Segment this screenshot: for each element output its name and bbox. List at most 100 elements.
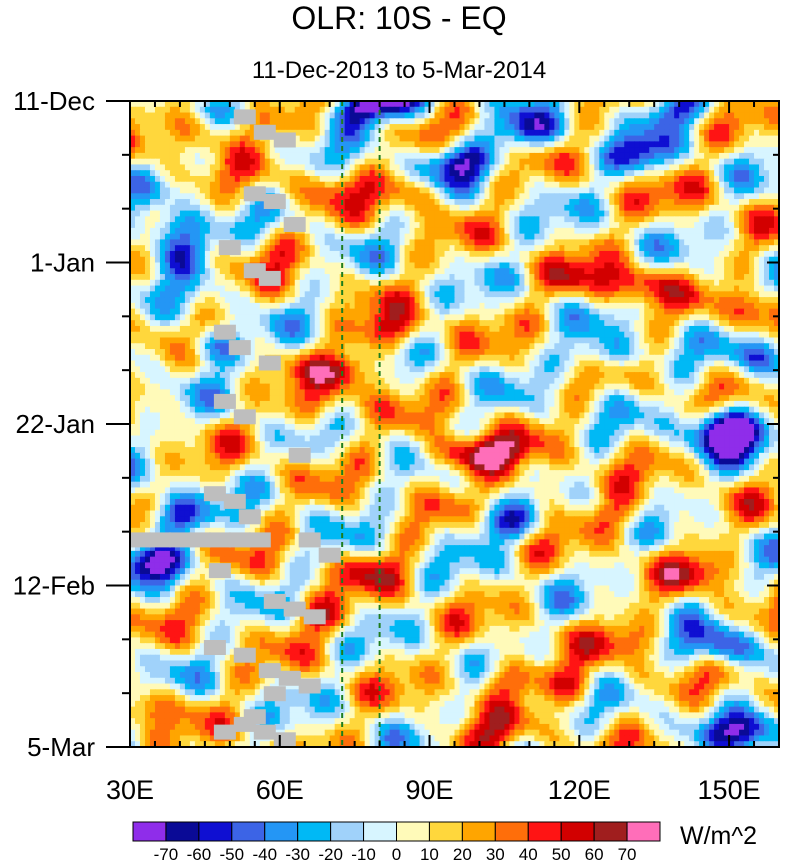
contour-cell <box>130 256 136 264</box>
contour-cell <box>139 285 146 292</box>
contour-cell <box>304 279 311 287</box>
contour-cell <box>714 141 720 148</box>
contour-cell <box>759 308 765 316</box>
contour-cell <box>584 297 590 304</box>
contour-cell <box>529 199 535 206</box>
contour-cell <box>494 175 501 183</box>
contour-cell <box>369 268 376 275</box>
contour-cell <box>359 216 366 223</box>
contour-cell <box>259 147 266 154</box>
contour-cell <box>724 222 730 229</box>
contour-cell <box>174 279 181 287</box>
contour-cell <box>684 302 690 310</box>
contour-cell <box>544 302 550 310</box>
contour-cell <box>754 216 760 223</box>
contour-cell <box>424 158 431 166</box>
contour-cell <box>144 262 151 269</box>
contour-cell <box>324 147 331 154</box>
contour-cell <box>359 297 366 304</box>
contour-cell <box>369 291 376 298</box>
contour-cell <box>504 124 511 131</box>
contour-cell <box>564 158 570 166</box>
contour-cell <box>774 152 779 160</box>
contour-cell <box>224 256 231 264</box>
contour-cell <box>259 204 266 212</box>
contour-cell <box>339 106 346 114</box>
contour-cell <box>759 302 765 310</box>
contour-cell <box>774 175 779 183</box>
contour-cell <box>719 164 725 171</box>
contour-cell <box>449 199 456 206</box>
contour-cell <box>724 118 730 125</box>
contour-cell <box>209 141 216 148</box>
contour-cell <box>574 291 580 298</box>
contour-cell <box>739 291 745 298</box>
contour-cell <box>274 118 281 125</box>
contour-cell <box>284 308 291 316</box>
contour-cell <box>629 187 635 194</box>
contour-cell <box>474 222 481 229</box>
contour-cell <box>189 227 196 235</box>
contour-cell <box>744 175 750 183</box>
contour-cell <box>529 147 535 154</box>
contour-cell <box>724 181 730 189</box>
contour-cell <box>664 256 670 264</box>
contour-cell <box>519 239 525 246</box>
contour-cell <box>409 256 416 264</box>
contour-cell <box>189 279 196 287</box>
contour-cell <box>719 233 725 241</box>
contour-cell <box>294 250 301 258</box>
contour-cell <box>209 193 216 200</box>
contour-cell <box>729 106 735 114</box>
contour-cell <box>134 147 141 154</box>
contour-cell <box>159 199 166 206</box>
contour-cell <box>289 193 296 200</box>
contour-cell <box>524 308 530 316</box>
contour-cell <box>529 210 535 217</box>
contour-cell <box>319 175 326 183</box>
contour-cell <box>659 210 665 217</box>
contour-cell <box>604 297 610 304</box>
contour-cell <box>379 245 386 252</box>
contour-cell <box>624 233 630 241</box>
contour-cell <box>589 216 595 223</box>
contour-cell <box>159 129 166 137</box>
contour-cell <box>539 129 545 137</box>
contour-cell <box>349 158 356 166</box>
contour-cell <box>469 227 476 235</box>
contour-cell <box>584 118 590 125</box>
contour-cell <box>149 147 156 154</box>
contour-cell <box>394 141 401 148</box>
contour-cell <box>649 181 655 189</box>
contour-cell <box>339 302 346 310</box>
contour-cell <box>424 118 431 125</box>
contour-cell <box>759 279 765 287</box>
contour-cell <box>224 279 231 287</box>
contour-cell <box>454 112 461 119</box>
contour-cell <box>719 204 725 212</box>
contour-cell <box>334 279 341 287</box>
contour-cell <box>214 233 221 241</box>
contour-cell <box>554 302 560 310</box>
contour-cell <box>194 250 201 258</box>
contour-cell <box>469 118 476 125</box>
contour-cell <box>144 199 151 206</box>
contour-cell <box>414 210 421 217</box>
contour-cell <box>549 297 555 304</box>
contour-cell <box>359 170 366 177</box>
contour-cell <box>429 216 436 223</box>
contour-cell <box>714 216 720 223</box>
contour-cell <box>314 216 321 223</box>
contour-cell <box>254 152 261 160</box>
contour-cell <box>504 262 511 269</box>
contour-cell <box>624 210 630 217</box>
contour-cell <box>744 106 750 114</box>
contour-cell <box>169 147 176 154</box>
contour-cell <box>224 285 231 292</box>
contour-cell <box>409 222 416 229</box>
contour-cell <box>249 170 256 177</box>
contour-cell <box>674 124 680 131</box>
contour-cell <box>399 245 406 252</box>
contour-cell <box>214 314 221 321</box>
contour-cell <box>169 170 176 177</box>
